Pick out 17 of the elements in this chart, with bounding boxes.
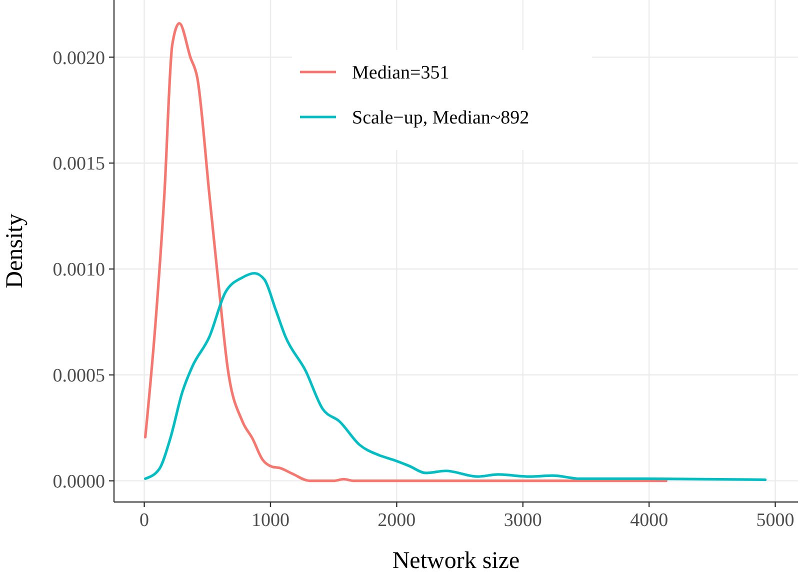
x-tick-label: 5000 [756,510,794,531]
legend-label: Median=351 [352,62,450,84]
line-series [144,272,767,482]
y-tick-label: 0.0020 [52,48,105,69]
x-tick-label: 3000 [504,510,542,531]
x-tick-label: 1000 [251,510,290,531]
x-tick-label: 2000 [378,510,416,531]
y-axis-title: Density [2,214,28,288]
y-tick-label: 0.0010 [52,260,105,281]
y-tick-label: 0.0000 [52,471,105,492]
x-tick-label: 4000 [630,510,668,531]
x-axis-title: Network size [392,548,520,574]
line-series [144,22,668,482]
y-tick-label: 0.0005 [52,366,105,387]
y-tick-label: 0.0015 [52,154,105,175]
legend-label: Scale−up, Median~892 [352,108,530,129]
x-tick-label: 0 [140,510,150,531]
